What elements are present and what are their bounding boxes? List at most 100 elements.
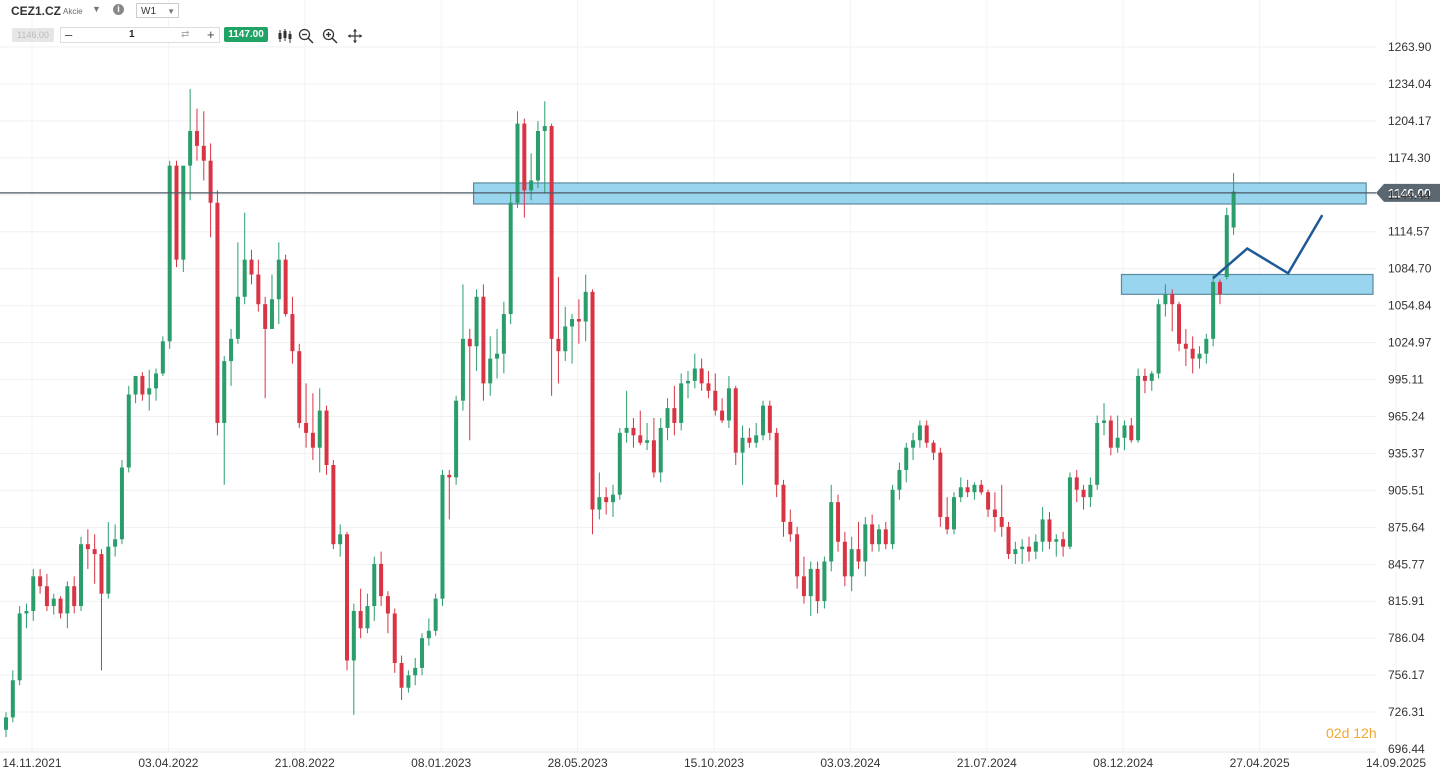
candle-down [194,108,199,161]
candle-up [610,484,615,517]
candle-up [1122,420,1127,451]
candle-body [665,408,670,428]
decrease-quantity-button[interactable]: – [65,27,73,42]
candle-down [938,447,943,527]
candle-down [263,296,268,399]
candle-down [979,479,984,495]
candle-body [358,610,363,629]
candle-down [1047,512,1052,550]
y-tick-label: 815.91 [1388,594,1425,608]
candle-down [174,160,179,268]
y-tick-label: 935.37 [1388,446,1425,460]
y-tick-label: 726.31 [1388,705,1425,719]
candle-body [1156,304,1161,374]
candle-up [474,289,479,371]
candle-down [747,427,752,448]
candle-body [79,544,84,607]
candle-body [501,314,506,354]
candle-up [917,420,922,448]
candle-up [1054,534,1059,557]
candle-up [454,395,459,485]
candle-body [604,497,609,503]
candle-up [904,442,909,483]
candle-down [92,534,97,584]
candle-body [761,405,766,436]
candles-icon[interactable] [277,28,293,44]
sell-button[interactable]: 1146.00 [12,28,54,42]
candle-down [215,190,220,436]
candle-down [44,573,49,611]
candle-down [208,143,213,238]
candle-body [610,494,615,503]
support-zone [1120,273,1374,295]
candle-body [842,541,847,577]
crosshair-move-icon[interactable] [347,28,363,44]
candle-body [1095,422,1100,485]
candle-body [556,338,561,352]
candle-up [488,336,493,396]
candle-body [304,422,309,433]
candle-down [781,479,786,537]
projection-path [1212,214,1324,280]
candle-up [351,603,356,715]
candle-up [147,369,152,411]
candle-body [979,484,984,493]
candle-up [897,462,902,500]
candle-body [1217,281,1222,295]
candle-body [249,259,254,275]
candle-up [65,581,70,629]
symbol-label[interactable]: CEZ1.CZ [11,4,62,18]
candle-up [113,524,118,557]
symbol-dropdown-icon[interactable]: ▼ [92,4,101,14]
quantity-value[interactable]: 1 [129,29,135,40]
candle-up [269,274,274,329]
candle-up [126,385,131,473]
candle-body [17,613,22,681]
x-tick-label: 03.03.2024 [820,756,880,770]
candle-down [310,393,315,461]
candle-body [822,561,827,602]
candle-body [583,291,588,322]
y-tick-label: 965.24 [1388,409,1425,423]
candle-down [481,284,486,401]
candle-up [829,484,834,572]
candle-down [249,249,254,285]
quantity-stepper[interactable]: – 1 ⇄ + [60,27,220,43]
candle-body [617,432,622,495]
candle-body [167,165,172,342]
increase-quantity-button[interactable]: + [207,27,215,42]
info-icon[interactable]: i [113,4,124,15]
candle-down [58,596,63,619]
candle-body [351,610,356,661]
candle-body [1047,519,1052,542]
candle-down [774,427,779,498]
timeframe-select[interactable]: W1 ▼ [136,3,179,18]
candle-body [706,383,711,391]
candle-body [638,435,643,443]
candle-body [958,487,963,498]
candle-down [324,405,329,475]
instrument-header: CEZ1.CZ Akcie ▼ i W1 ▼ [0,0,420,22]
candle-body [263,304,268,329]
candle-up [365,593,370,634]
buy-button[interactable]: 1147.00 [224,27,268,42]
candle-up [79,536,84,611]
candle-body [570,319,575,327]
x-tick-label: 14.11.2021 [2,756,61,770]
candle-body [951,497,956,530]
candle-body [495,353,500,359]
candle-up [24,603,29,629]
candle-up [808,561,813,616]
swap-icon[interactable]: ⇄ [181,29,190,40]
candle-body [1197,353,1202,359]
candle-body [801,576,806,597]
candle-body [44,586,49,607]
candle-down [651,418,656,478]
zoom-out-icon[interactable] [298,28,314,44]
candle-body [399,662,404,688]
zoom-in-icon[interactable] [322,28,338,44]
x-tick-label: 21.07.2024 [957,756,1017,770]
candle-body [720,410,725,421]
candle-body [1129,425,1134,441]
